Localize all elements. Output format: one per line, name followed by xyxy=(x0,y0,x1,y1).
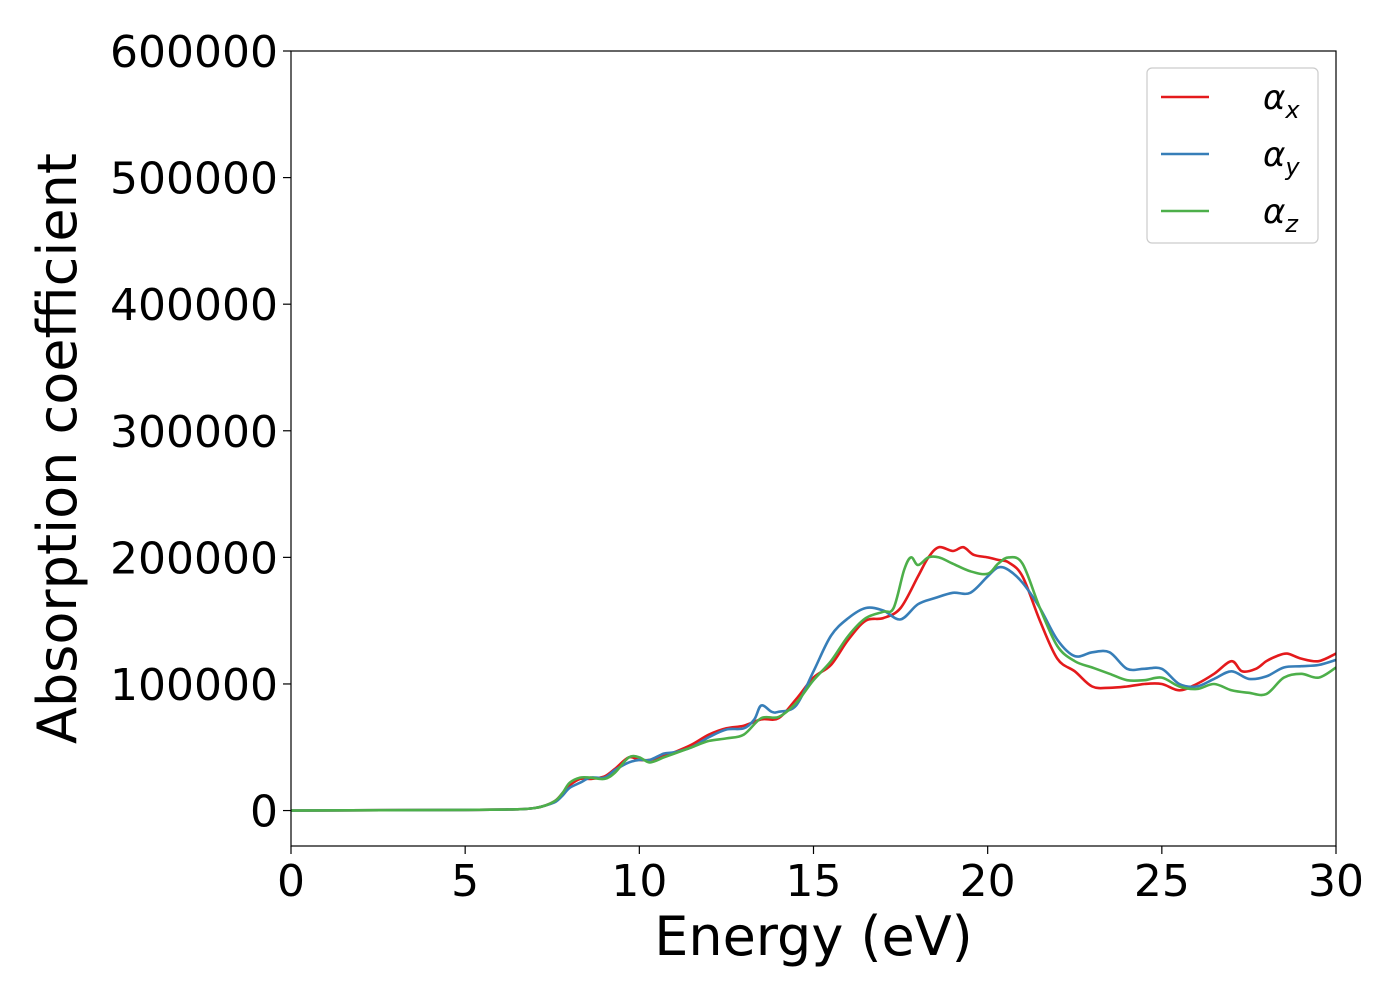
y-tick-label: 100000 xyxy=(110,660,278,711)
y-axis-ticks: 0 100000 200000 300000 400000 500000 600000 xyxy=(110,27,291,838)
x-tick-label: 20 xyxy=(960,856,1016,907)
legend-box xyxy=(1146,67,1319,244)
series-line-alpha-y xyxy=(291,565,1336,812)
series-line-alpha-z xyxy=(291,555,1336,812)
x-tick-label: 30 xyxy=(1308,856,1364,907)
x-tick-label: 10 xyxy=(611,856,667,907)
x-axis-ticks: 0 5 10 15 20 25 30 xyxy=(277,846,1364,907)
legend-label-alpha-y: αy xyxy=(1263,135,1300,181)
x-axis-label: Energy (eV) xyxy=(654,905,973,968)
y-tick-label: 600000 xyxy=(110,27,278,78)
x-tick-label: 5 xyxy=(451,856,479,907)
y-tick-label: 300000 xyxy=(110,407,278,458)
legend-label-alpha-x: αx xyxy=(1263,78,1300,124)
x-tick-label: 0 xyxy=(277,856,305,907)
y-tick-label: 0 xyxy=(250,787,278,838)
x-tick-label: 25 xyxy=(1134,856,1190,907)
series-layer xyxy=(291,545,1336,812)
y-tick-label: 500000 xyxy=(110,154,278,205)
y-axis-label: Absorption coefficient xyxy=(26,153,89,744)
y-tick-label: 200000 xyxy=(110,533,278,584)
legend-label-alpha-z: αz xyxy=(1263,192,1299,238)
y-tick-label: 400000 xyxy=(110,280,278,331)
x-tick-label: 15 xyxy=(786,856,842,907)
legend: αx αy αz xyxy=(1146,67,1319,244)
